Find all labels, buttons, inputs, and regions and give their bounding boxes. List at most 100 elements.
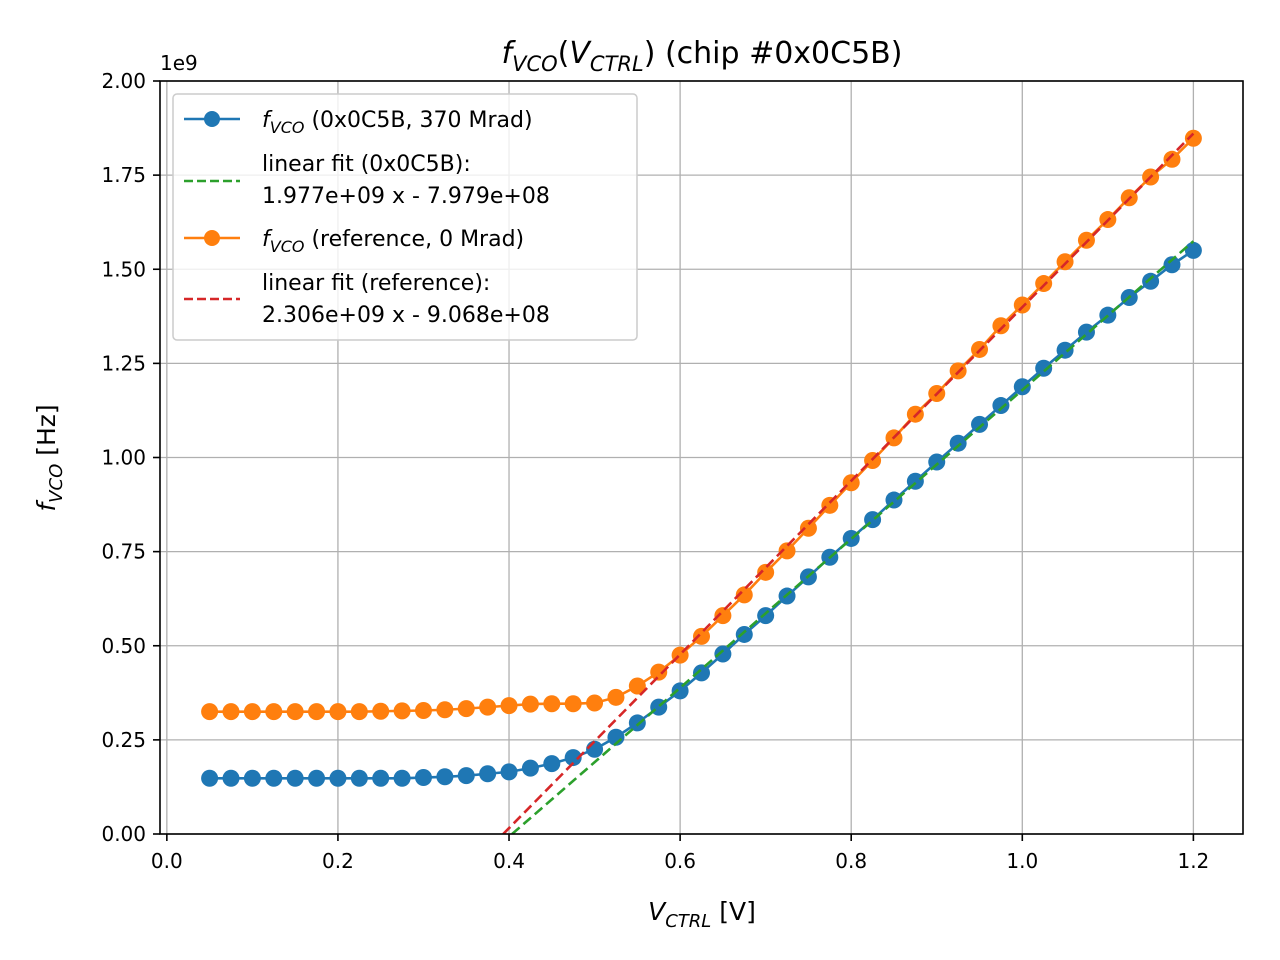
x-axis-label: VCTRL [V] [648,897,756,932]
series-0-point-2 [243,769,261,787]
series-2-point-16 [543,695,561,713]
y-tick-label-1: 0.25 [101,728,146,752]
series-2-point-9 [393,702,411,720]
series-2-point-13 [479,698,497,716]
series-0-point-12 [457,767,475,785]
legend-entry-reference: fVCO (reference, 0 Mrad) [184,227,524,256]
series-2-point-26 [757,563,775,581]
series-2-point-15 [521,695,539,713]
series-2-point-4 [286,703,304,721]
series-0-point-10 [414,769,432,787]
x-tick-label-6: 1.2 [1177,849,1209,873]
x-tick-label-1: 0.2 [322,849,354,873]
series-0-point-6 [329,769,347,787]
series-2-point-11 [436,701,454,719]
series-2-point-20 [628,677,646,695]
series-0-point-45 [1163,256,1181,274]
series-0-point-25 [735,625,753,643]
series-0-point-17 [564,749,582,767]
series-0-point-13 [479,765,497,783]
series-0-point-16 [543,755,561,773]
series-0-point-38 [1013,378,1031,396]
series-2-point-12 [457,700,475,718]
legend-label-fit-0x0c5b: linear fit (0x0C5B): [262,152,471,177]
series-0-point-20 [628,714,646,732]
series-2-point-21 [650,663,668,681]
legend-entry-fit-reference: linear fit (reference): 2.306e+09 x - 9.… [184,271,550,328]
plot-area [201,129,1202,834]
series-0-point-5 [308,769,326,787]
series-0-point-0 [201,769,219,787]
series-2-point-27 [778,542,796,560]
series-2-point-39 [1035,275,1053,293]
series-0-point-36 [971,415,989,433]
y-tick-label-3: 0.75 [101,540,146,564]
series-2-point-10 [414,702,432,720]
series-0-point-26 [757,607,775,625]
series-2-point-45 [1163,150,1181,168]
legend-equation-fit-reference: 2.306e+09 x - 9.068e+08 [262,303,550,328]
series-0-point-15 [521,759,539,777]
plot-series [201,129,1202,834]
y-tick-label-4: 1.00 [101,446,146,470]
series-0-point-39 [1035,359,1053,377]
series-0-point-37 [992,397,1010,415]
legend-label-0x0c5b: fVCO (0x0C5B, 370 Mrad) [262,108,533,137]
y-tick-label-0: 0.00 [101,822,146,846]
series-0-point-23 [693,664,710,682]
series-2-point-5 [308,703,326,721]
x-tick-label-2: 0.4 [493,849,525,873]
series-2-point-25 [735,586,753,604]
x-tick-label-5: 1.0 [1006,849,1038,873]
legend-label-reference: fVCO (reference, 0 Mrad) [262,227,524,256]
series-2-point-19 [607,688,625,706]
series-0-point-14 [500,763,518,781]
legend-box [172,93,638,341]
legend-marker-reference [204,230,220,246]
legend-label-fit-reference: linear fit (reference): [262,271,490,296]
y-tick-label-2: 0.50 [101,634,146,658]
legend: fVCO (0x0C5B, 370 Mrad) linear fit (0x0C… [172,93,638,341]
y-tick-label-7: 1.75 [101,163,146,187]
series-0-point-34 [928,453,946,471]
fit-line-3 [502,132,1195,834]
series-2-point-24 [714,607,732,625]
legend-marker-0x0c5b [204,111,220,127]
series-0-point-46 [1184,241,1202,259]
series-2-point-3 [265,703,283,721]
y-tick-label-8: 2.00 [101,69,146,93]
series-2-point-8 [372,702,390,720]
series-2-point-14 [500,697,518,715]
series-2-point-18 [586,694,604,712]
series-2-point-37 [992,317,1010,335]
series-2-point-46 [1184,129,1202,147]
fit-line-1 [511,240,1195,834]
series-2-point-38 [1013,296,1031,314]
series-0-point-9 [393,769,411,787]
series-0-point-44 [1142,272,1160,290]
legend-entry-fit-0x0c5b: linear fit (0x0C5B): 1.977e+09 x - 7.979… [184,152,550,209]
series-2-point-1 [222,703,240,721]
series-0-point-4 [286,769,304,787]
x-tick-label-3: 0.6 [664,849,696,873]
series-0-point-22 [671,682,689,700]
series-2-point-17 [564,695,582,713]
series-0-point-35 [949,434,967,452]
y-tick-label-6: 1.50 [101,257,146,281]
series-2-point-23 [693,627,710,645]
legend-equation-fit-0x0c5b: 1.977e+09 x - 7.979e+08 [262,184,550,209]
series-0-point-18 [586,740,604,758]
series-0-point-1 [222,769,240,787]
series-0-point-40 [1056,341,1074,359]
series-2-point-28 [799,519,817,537]
x-tick-label-4: 0.8 [835,849,867,873]
series-2-point-40 [1056,253,1074,271]
series-0-point-8 [372,769,390,787]
series-0-point-24 [714,645,732,663]
y-offset-label: 1e9 [160,51,198,75]
legend-entry-0x0c5b: fVCO (0x0C5B, 370 Mrad) [184,108,533,137]
series-2-point-6 [329,703,347,721]
y-tick-label-5: 1.25 [101,351,146,375]
series-0-point-11 [436,768,454,786]
